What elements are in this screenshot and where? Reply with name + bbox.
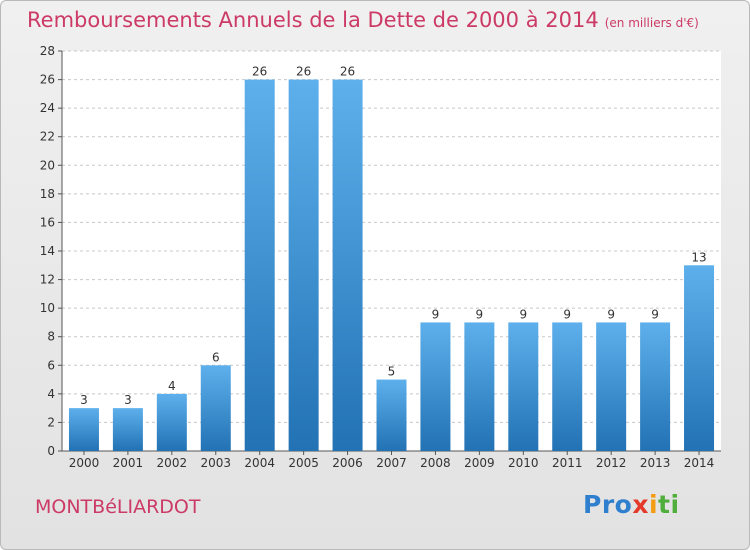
bar [508, 322, 539, 451]
chart-title-unit: (en milliers d'€) [604, 16, 699, 30]
y-tick-label: 0 [47, 444, 55, 458]
x-tick-label: 2006 [332, 456, 363, 470]
bar [464, 322, 495, 451]
logo-part-3: i [648, 490, 659, 519]
x-tick-label: 2014 [684, 456, 715, 470]
proxiti-logo: Proxiti [583, 490, 680, 519]
x-tick-label: 2002 [157, 456, 188, 470]
bar [552, 322, 583, 451]
bar [288, 79, 319, 452]
bar [640, 322, 671, 451]
bar [596, 322, 627, 451]
bar-value-label: 9 [519, 307, 527, 321]
logo-part-1: Pro [583, 490, 633, 519]
bar-value-label: 9 [476, 307, 484, 321]
y-tick-label: 26 [40, 73, 55, 87]
bar-value-label: 3 [124, 393, 132, 407]
bar-value-label: 4 [168, 379, 176, 393]
bar-value-label: 9 [651, 307, 659, 321]
y-tick-label: 2 [47, 415, 55, 429]
bar [244, 79, 275, 452]
x-tick-label: 2004 [244, 456, 275, 470]
y-tick-label: 22 [40, 130, 55, 144]
bar [684, 265, 715, 451]
bar-value-label: 9 [432, 307, 440, 321]
y-tick-label: 18 [40, 187, 55, 201]
commune-name: MONTBéLIARDOT [35, 496, 201, 518]
y-tick-label: 16 [40, 215, 55, 229]
x-tick-label: 2000 [69, 456, 100, 470]
bar-value-label: 26 [340, 65, 355, 79]
y-tick-label: 10 [40, 301, 55, 315]
x-tick-label: 2005 [288, 456, 319, 470]
x-tick-label: 2003 [200, 456, 231, 470]
bar-value-label: 26 [296, 65, 311, 79]
y-tick-label: 6 [47, 358, 55, 372]
x-tick-label: 2013 [640, 456, 671, 470]
bar-value-label: 6 [212, 350, 220, 364]
x-tick-label: 2007 [376, 456, 407, 470]
logo-part-4: ti [658, 490, 680, 519]
x-tick-label: 2008 [420, 456, 451, 470]
x-tick-label: 2009 [464, 456, 495, 470]
bar-value-label: 5 [388, 365, 396, 379]
bar [376, 379, 407, 451]
y-tick-label: 28 [40, 44, 55, 58]
x-tick-label: 2010 [508, 456, 539, 470]
bar [68, 408, 99, 451]
bar-value-label: 13 [691, 250, 706, 264]
bar [156, 393, 187, 451]
y-tick-label: 20 [40, 158, 55, 172]
chart-title-text: Remboursements Annuels de la Dette de 20… [27, 8, 599, 32]
logo-part-2: x [632, 490, 649, 519]
x-tick-label: 2001 [113, 456, 144, 470]
y-tick-label: 14 [40, 244, 55, 258]
bar [420, 322, 451, 451]
bar [332, 79, 363, 452]
bar-value-label: 9 [607, 307, 615, 321]
bar-value-label: 3 [80, 393, 88, 407]
bar-value-label: 9 [563, 307, 571, 321]
chart-title: Remboursements Annuels de la Dette de 20… [27, 8, 699, 32]
bar [200, 365, 231, 451]
bar-value-label: 26 [252, 65, 267, 79]
y-tick-label: 24 [40, 101, 55, 115]
bar [112, 408, 143, 451]
y-tick-label: 8 [47, 330, 55, 344]
y-tick-label: 4 [47, 387, 55, 401]
x-tick-label: 2012 [596, 456, 627, 470]
y-tick-label: 12 [40, 273, 55, 287]
x-tick-label: 2011 [552, 456, 583, 470]
